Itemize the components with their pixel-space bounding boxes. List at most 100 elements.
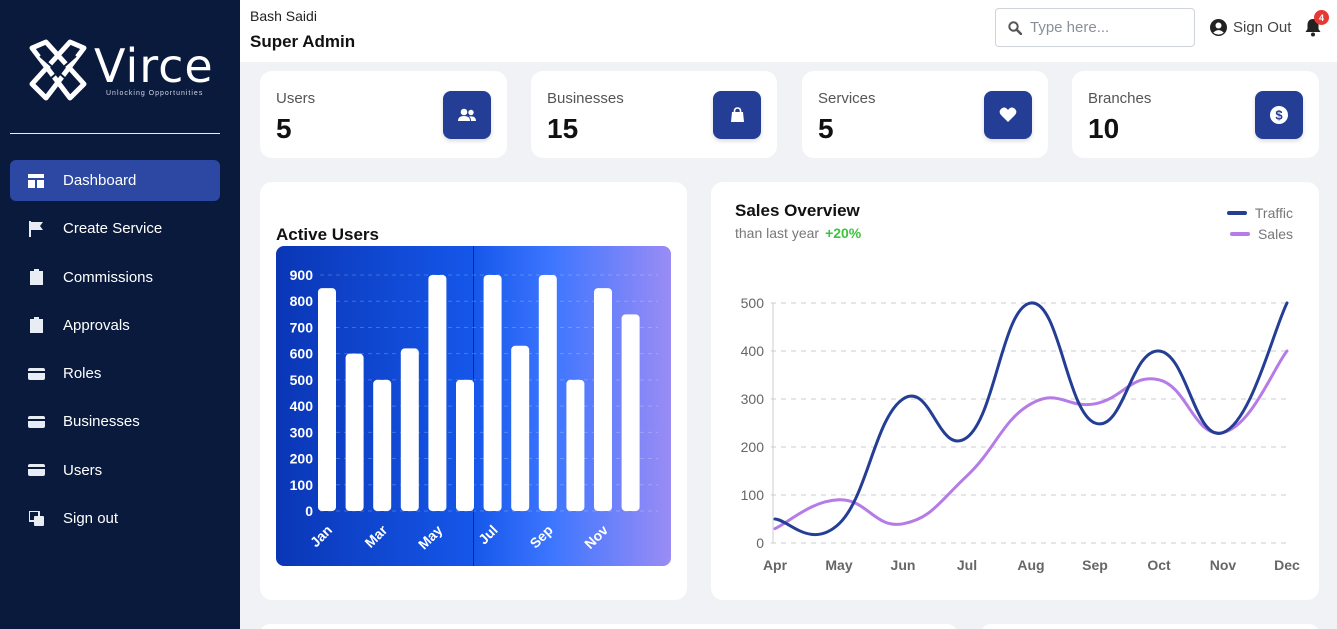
sales-overview-subtitle: than last year +20% bbox=[735, 225, 861, 241]
sidebar-item-businesses[interactable]: Businesses bbox=[10, 401, 220, 442]
legend-swatch bbox=[1226, 210, 1247, 215]
bar[interactable] bbox=[511, 345, 530, 511]
virce-logo-icon bbox=[29, 39, 87, 101]
sidebar-item-create-service[interactable]: Create Service bbox=[10, 208, 220, 249]
subtitle-text: than last year bbox=[735, 225, 820, 241]
x-tick-label: Jan bbox=[307, 522, 335, 550]
sidebar-divider bbox=[10, 133, 220, 134]
legend-item-traffic: Traffic bbox=[1226, 202, 1293, 223]
y-tick-label: 500 bbox=[741, 295, 765, 311]
sidebar-item-dashboard[interactable]: Dashboard bbox=[10, 160, 220, 201]
x-tick-label: Aug bbox=[1017, 557, 1044, 573]
y-tick-label: 100 bbox=[741, 487, 765, 503]
sidebar-item-roles[interactable]: Roles bbox=[10, 353, 220, 394]
series-line-sales[interactable] bbox=[773, 349, 1289, 531]
bar[interactable] bbox=[483, 275, 502, 511]
stat-value: 10 bbox=[1088, 113, 1120, 144]
bottom-card-right bbox=[981, 624, 1319, 629]
sidebar-nav: Dashboard Create Service Commissions App… bbox=[10, 160, 220, 546]
sidebar-item-label: Businesses bbox=[63, 413, 140, 431]
x-tick-label: Jul bbox=[475, 522, 501, 548]
stat-label: Users bbox=[276, 90, 316, 107]
active-users-bar-chart: 0 100 200 300 400 500 600 700 800 900 Jan Mar May Jul… bbox=[290, 246, 658, 566]
bar[interactable] bbox=[594, 288, 612, 511]
stat-value: 5 bbox=[818, 113, 834, 144]
y-tick-label: 600 bbox=[290, 346, 314, 362]
x-tick-label: Jul bbox=[957, 557, 977, 573]
bar[interactable] bbox=[318, 288, 336, 511]
sidebar-item-label: Approvals bbox=[63, 316, 130, 334]
dollar-icon: $ bbox=[1255, 91, 1303, 139]
user-circle-icon bbox=[1210, 19, 1227, 36]
sidebar-item-approvals[interactable]: Approvals bbox=[10, 305, 220, 346]
search-icon bbox=[1008, 20, 1022, 35]
bar[interactable] bbox=[428, 275, 447, 511]
x-tick-label: Nov bbox=[581, 522, 611, 552]
y-tick-label: 900 bbox=[290, 267, 314, 283]
x-tick-label: Jun bbox=[891, 557, 916, 573]
series-line-traffic[interactable] bbox=[773, 301, 1289, 537]
sidebar-item-commissions[interactable]: Commissions bbox=[10, 257, 220, 298]
logo-text: Virce bbox=[94, 39, 214, 93]
sidebar-item-label: Dashboard bbox=[63, 172, 137, 189]
y-tick-label: 400 bbox=[290, 398, 314, 414]
user-name: Bash Saidi bbox=[250, 8, 317, 24]
clipboard-icon bbox=[27, 269, 45, 286]
y-tick-label: 400 bbox=[741, 343, 765, 359]
legend-item-sales: Sales bbox=[1227, 223, 1293, 244]
brand-logo[interactable]: Virce Unlocking Opportunities bbox=[26, 38, 226, 102]
change-percent: +20% bbox=[825, 225, 862, 241]
legend-label: Sales bbox=[1257, 225, 1293, 242]
bar[interactable] bbox=[621, 314, 640, 511]
card-icon bbox=[27, 414, 45, 430]
sidebar: Virce Unlocking Opportunities Dashboard … bbox=[0, 0, 240, 629]
stat-card-branches: Branches 10 $ bbox=[1072, 71, 1319, 158]
flag-icon bbox=[27, 220, 45, 237]
bar[interactable] bbox=[345, 353, 364, 511]
clipboard-icon bbox=[27, 317, 45, 334]
svg-text:$: $ bbox=[1275, 108, 1283, 123]
stat-label: Branches bbox=[1088, 90, 1152, 107]
search-input[interactable] bbox=[1030, 19, 1180, 36]
y-tick-label: 700 bbox=[290, 319, 314, 335]
x-tick-label: Nov bbox=[1210, 557, 1237, 573]
bar[interactable] bbox=[566, 379, 585, 511]
x-tick-label: Sep bbox=[1082, 557, 1108, 573]
bag-icon bbox=[713, 91, 761, 139]
bar[interactable] bbox=[373, 379, 392, 511]
chart-legend: Traffic Sales bbox=[1226, 202, 1293, 244]
stat-value: 15 bbox=[547, 113, 579, 144]
x-tick-label: May bbox=[415, 522, 446, 553]
bar[interactable] bbox=[538, 275, 557, 511]
y-tick-label: 800 bbox=[290, 293, 314, 309]
stat-card-users: Users 5 bbox=[260, 71, 507, 158]
user-role: Super Admin bbox=[250, 32, 356, 51]
copy-icon bbox=[27, 511, 45, 527]
x-tick-label: Sep bbox=[526, 522, 555, 551]
y-tick-label: 200 bbox=[290, 451, 314, 467]
x-tick-label: Oct bbox=[1147, 557, 1171, 573]
bottom-card-left bbox=[260, 624, 957, 629]
legend-swatch bbox=[1229, 231, 1250, 236]
stat-card-services: Services 5 bbox=[802, 71, 1048, 158]
bar[interactable] bbox=[400, 348, 419, 511]
bar[interactable] bbox=[456, 379, 474, 511]
stat-label: Services bbox=[818, 90, 876, 107]
sign-out-button[interactable]: Sign Out bbox=[1210, 19, 1291, 36]
sidebar-item-users[interactable]: Users bbox=[10, 450, 220, 491]
stat-card-businesses: Businesses 15 bbox=[531, 71, 777, 158]
card-icon bbox=[27, 462, 45, 478]
y-tick-label: 300 bbox=[741, 391, 765, 407]
sign-out-label: Sign Out bbox=[1233, 19, 1292, 36]
sidebar-item-sign-out[interactable]: Sign out bbox=[10, 498, 220, 539]
card-icon bbox=[27, 366, 45, 382]
sidebar-item-label: Users bbox=[63, 461, 103, 479]
search-box[interactable] bbox=[995, 8, 1195, 47]
stat-label: Businesses bbox=[547, 90, 624, 107]
x-tick-label: Mar bbox=[361, 521, 390, 550]
sidebar-item-label: Roles bbox=[63, 365, 102, 383]
y-tick-label: 500 bbox=[290, 372, 314, 388]
sales-overview-title: Sales Overview bbox=[735, 201, 860, 220]
top-header: Bash Saidi Super Admin Sign Out 4 bbox=[240, 0, 1337, 62]
x-tick-label: Dec bbox=[1274, 557, 1300, 573]
